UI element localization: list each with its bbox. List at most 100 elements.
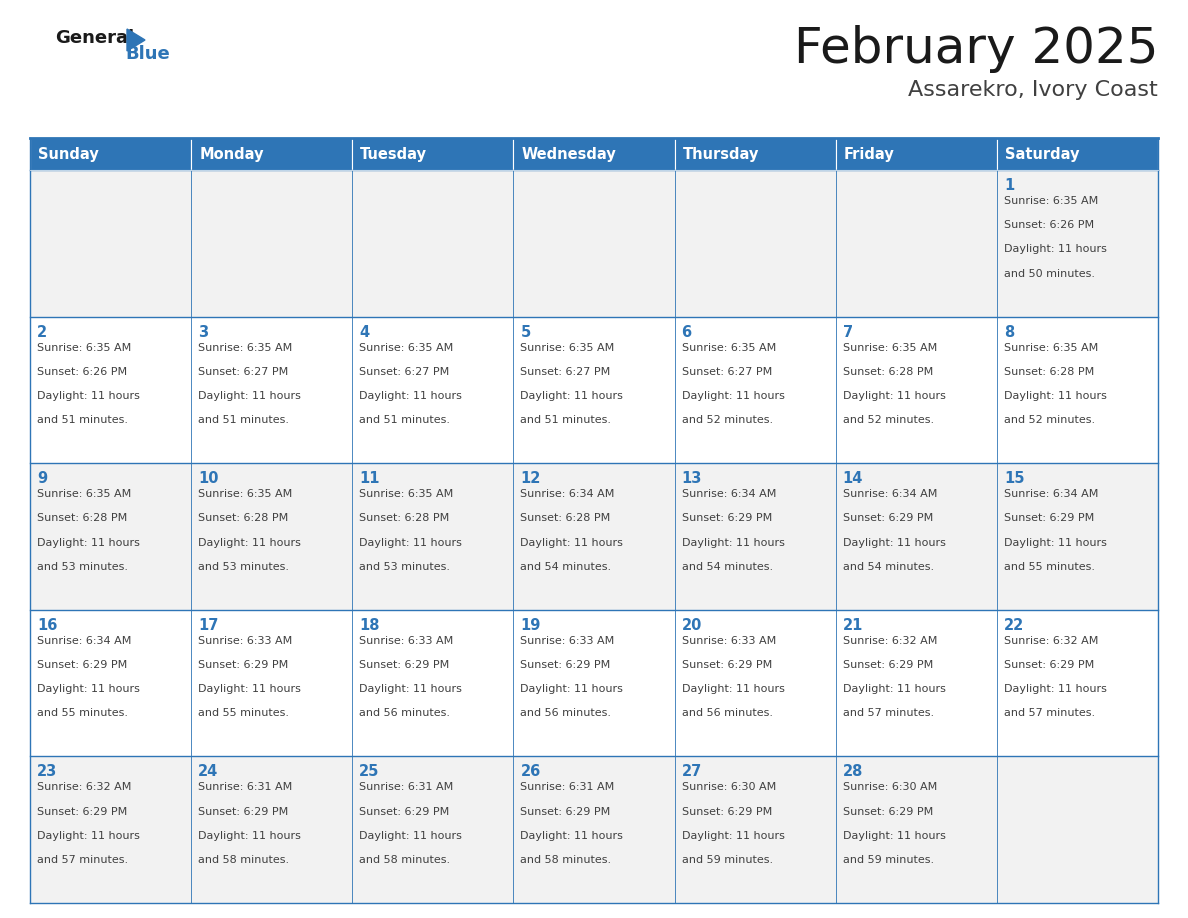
Text: Sunset: 6:29 PM: Sunset: 6:29 PM	[842, 660, 933, 670]
Text: Daylight: 11 hours: Daylight: 11 hours	[842, 391, 946, 401]
Bar	[997, 170, 1158, 317]
Text: 25: 25	[359, 765, 380, 779]
Bar	[353, 317, 513, 464]
Text: Daylight: 11 hours: Daylight: 11 hours	[520, 831, 624, 841]
Text: and 57 minutes.: and 57 minutes.	[1004, 709, 1095, 719]
Text: Monday: Monday	[200, 147, 264, 162]
Text: and 59 minutes.: and 59 minutes.	[842, 855, 934, 865]
Text: and 59 minutes.: and 59 minutes.	[682, 855, 772, 865]
Text: Sunset: 6:28 PM: Sunset: 6:28 PM	[37, 513, 127, 523]
Bar	[30, 138, 191, 170]
Text: 23: 23	[37, 765, 57, 779]
Bar	[353, 756, 513, 903]
Text: and 52 minutes.: and 52 minutes.	[842, 415, 934, 425]
Text: 17: 17	[198, 618, 219, 633]
Text: Sunrise: 6:32 AM: Sunrise: 6:32 AM	[1004, 636, 1098, 645]
Text: 27: 27	[682, 765, 702, 779]
Text: Sunset: 6:28 PM: Sunset: 6:28 PM	[359, 513, 449, 523]
Text: and 54 minutes.: and 54 minutes.	[842, 562, 934, 572]
Text: Saturday: Saturday	[1005, 147, 1080, 162]
Bar	[513, 170, 675, 317]
Bar	[835, 464, 997, 610]
Text: 21: 21	[842, 618, 864, 633]
Text: 9: 9	[37, 471, 48, 487]
Text: 18: 18	[359, 618, 380, 633]
Bar	[835, 610, 997, 756]
Text: Daylight: 11 hours: Daylight: 11 hours	[682, 831, 784, 841]
Text: Sunrise: 6:35 AM: Sunrise: 6:35 AM	[198, 489, 292, 499]
Text: and 53 minutes.: and 53 minutes.	[198, 562, 289, 572]
Bar	[30, 317, 191, 464]
Text: 3: 3	[198, 325, 208, 340]
Bar	[997, 138, 1158, 170]
Text: Daylight: 11 hours: Daylight: 11 hours	[359, 831, 462, 841]
Text: Sunrise: 6:34 AM: Sunrise: 6:34 AM	[37, 636, 132, 645]
Bar	[30, 610, 191, 756]
Text: 22: 22	[1004, 618, 1024, 633]
Text: Sunset: 6:29 PM: Sunset: 6:29 PM	[682, 513, 772, 523]
Bar	[513, 756, 675, 903]
Text: Daylight: 11 hours: Daylight: 11 hours	[520, 684, 624, 694]
Text: Daylight: 11 hours: Daylight: 11 hours	[1004, 391, 1107, 401]
Text: Sunrise: 6:35 AM: Sunrise: 6:35 AM	[359, 342, 454, 353]
Text: 12: 12	[520, 471, 541, 487]
Text: and 54 minutes.: and 54 minutes.	[682, 562, 772, 572]
Text: Sunrise: 6:35 AM: Sunrise: 6:35 AM	[1004, 196, 1098, 206]
Bar	[997, 464, 1158, 610]
Text: Blue: Blue	[125, 45, 170, 63]
Text: Sunrise: 6:35 AM: Sunrise: 6:35 AM	[520, 342, 614, 353]
Text: and 53 minutes.: and 53 minutes.	[359, 562, 450, 572]
Text: Sunrise: 6:34 AM: Sunrise: 6:34 AM	[842, 489, 937, 499]
Text: Daylight: 11 hours: Daylight: 11 hours	[842, 538, 946, 547]
Text: and 51 minutes.: and 51 minutes.	[198, 415, 289, 425]
Text: Daylight: 11 hours: Daylight: 11 hours	[682, 684, 784, 694]
Text: Daylight: 11 hours: Daylight: 11 hours	[520, 538, 624, 547]
Text: and 56 minutes.: and 56 minutes.	[359, 709, 450, 719]
Text: and 56 minutes.: and 56 minutes.	[520, 709, 612, 719]
Text: Sunset: 6:29 PM: Sunset: 6:29 PM	[359, 807, 449, 817]
Text: Tuesday: Tuesday	[360, 147, 428, 162]
Text: 16: 16	[37, 618, 57, 633]
Text: and 50 minutes.: and 50 minutes.	[1004, 269, 1095, 278]
Text: 5: 5	[520, 325, 531, 340]
Bar	[835, 317, 997, 464]
Text: and 55 minutes.: and 55 minutes.	[37, 709, 128, 719]
Text: Sunrise: 6:31 AM: Sunrise: 6:31 AM	[359, 782, 454, 792]
Text: Daylight: 11 hours: Daylight: 11 hours	[198, 391, 301, 401]
Bar	[353, 610, 513, 756]
Text: Daylight: 11 hours: Daylight: 11 hours	[682, 538, 784, 547]
Bar	[513, 317, 675, 464]
Text: Sunset: 6:29 PM: Sunset: 6:29 PM	[1004, 660, 1094, 670]
Text: Sunset: 6:29 PM: Sunset: 6:29 PM	[682, 807, 772, 817]
Text: Sunrise: 6:33 AM: Sunrise: 6:33 AM	[359, 636, 454, 645]
Text: Sunrise: 6:34 AM: Sunrise: 6:34 AM	[1004, 489, 1098, 499]
Text: Sunset: 6:26 PM: Sunset: 6:26 PM	[37, 367, 127, 376]
Text: 7: 7	[842, 325, 853, 340]
Text: 15: 15	[1004, 471, 1024, 487]
Text: Sunrise: 6:35 AM: Sunrise: 6:35 AM	[359, 489, 454, 499]
Polygon shape	[127, 29, 145, 51]
Text: Sunset: 6:28 PM: Sunset: 6:28 PM	[198, 513, 289, 523]
Bar	[191, 464, 353, 610]
Text: 1: 1	[1004, 178, 1015, 193]
Text: Daylight: 11 hours: Daylight: 11 hours	[842, 684, 946, 694]
Bar	[675, 170, 835, 317]
Bar	[675, 464, 835, 610]
Text: Sunset: 6:27 PM: Sunset: 6:27 PM	[520, 367, 611, 376]
Text: Daylight: 11 hours: Daylight: 11 hours	[682, 391, 784, 401]
Text: Daylight: 11 hours: Daylight: 11 hours	[842, 831, 946, 841]
Text: and 51 minutes.: and 51 minutes.	[359, 415, 450, 425]
Text: and 55 minutes.: and 55 minutes.	[1004, 562, 1095, 572]
Bar	[513, 464, 675, 610]
Bar	[997, 610, 1158, 756]
Text: Sunrise: 6:34 AM: Sunrise: 6:34 AM	[520, 489, 615, 499]
Bar	[835, 138, 997, 170]
Text: Sunrise: 6:35 AM: Sunrise: 6:35 AM	[682, 342, 776, 353]
Text: Daylight: 11 hours: Daylight: 11 hours	[359, 684, 462, 694]
Bar	[675, 138, 835, 170]
Text: Daylight: 11 hours: Daylight: 11 hours	[37, 391, 140, 401]
Bar	[997, 317, 1158, 464]
Text: and 57 minutes.: and 57 minutes.	[37, 855, 128, 865]
Text: and 58 minutes.: and 58 minutes.	[359, 855, 450, 865]
Bar	[835, 170, 997, 317]
